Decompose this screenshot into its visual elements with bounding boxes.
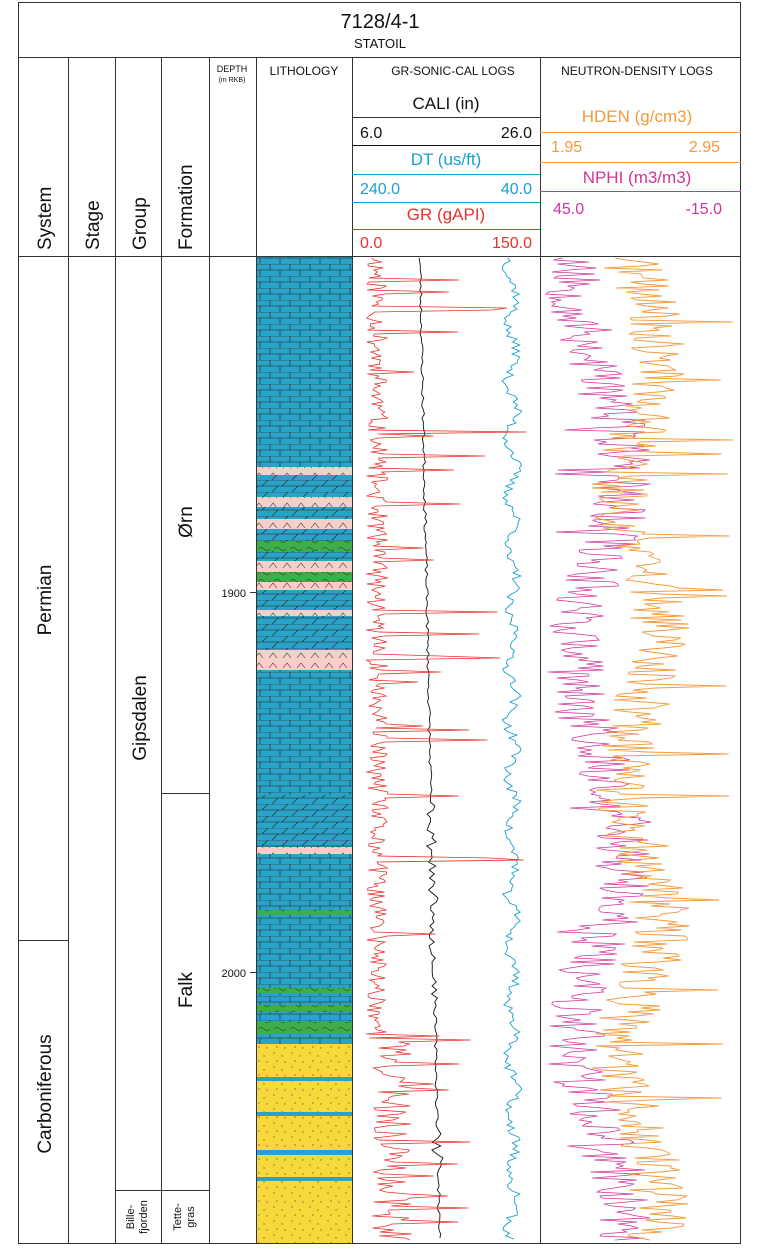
dolomite-bed (257, 475, 352, 497)
group-billefjorden-1: Bille- (125, 1204, 137, 1229)
cali-min: 6.0 (360, 125, 382, 142)
gr-label: GR (gAPI) (407, 205, 485, 224)
column-system: System (35, 187, 56, 250)
dolomite-bed (257, 529, 352, 541)
hden-label: HDEN (g/cm3) (582, 107, 693, 126)
depth-tick-1900: 1900 (222, 588, 246, 600)
formation-tettegras-2: gras (185, 1206, 197, 1228)
operator-name: STATOIL (354, 36, 406, 51)
dolomite-bed (257, 590, 352, 610)
dt-curve (501, 257, 523, 1240)
limestone-bed (257, 915, 352, 988)
nphi-max: -15.0 (686, 201, 723, 218)
lithology-column (257, 257, 352, 1243)
limestone-bed (257, 1112, 352, 1116)
column-depth-unit: (m RKB) (219, 77, 246, 84)
sandstone-bed (257, 1044, 352, 1077)
dolomite-bed (257, 551, 352, 561)
limestone-bed (257, 1034, 352, 1044)
shale-bed (257, 572, 352, 582)
sandstone-bed (257, 1116, 352, 1150)
cali-max: 26.0 (501, 125, 532, 142)
column-stage: Stage (83, 200, 104, 250)
formation-tettegras-1: Tette- (172, 1203, 184, 1231)
anhydrite-bed (257, 519, 352, 529)
column-gr-sonic: GR-SONIC-CAL LOGS (391, 64, 515, 78)
column-group: Group (130, 197, 151, 250)
header-log-dividers (352, 132, 741, 230)
cali-curve (418, 257, 444, 1239)
column-neutron-density: NEUTRON-DENSITY LOGS (561, 64, 713, 78)
limestone-bed (257, 993, 352, 1005)
anhydrite-bed (257, 610, 352, 616)
dt-min: 240.0 (360, 181, 400, 198)
column-depth: DEPTH (217, 64, 248, 74)
anhydrite-bed (257, 582, 352, 590)
gr-sonic-cal-track (366, 257, 527, 1241)
limestone-bed (257, 1150, 352, 1155)
nphi-min: 45.0 (553, 201, 584, 218)
anhydrite-bed (257, 467, 352, 475)
limestone-bed (257, 1012, 352, 1022)
shale-bed (257, 541, 352, 551)
anhydrite-bed (257, 497, 352, 507)
depth-tick-2000: 2000 (222, 968, 246, 980)
cali-label: CALI (in) (412, 94, 479, 113)
column-lithology: LITHOLOGY (270, 64, 339, 78)
neutron-density-track (544, 257, 734, 1241)
hden-max: 2.95 (689, 139, 720, 156)
limestone-bed (257, 670, 352, 795)
shale-bed (257, 1022, 352, 1034)
anhydrite-bed (257, 847, 352, 854)
anhydrite-bed (257, 650, 352, 670)
nphi-curve (544, 257, 652, 1241)
dolomite-bed (257, 795, 352, 847)
nphi-label: NPHI (m3/m3) (583, 168, 692, 187)
group-gipsdalen: Gipsdalen (130, 675, 151, 761)
dt-max: 40.0 (501, 181, 532, 198)
hden-curve (591, 257, 734, 1241)
anhydrite-bed (257, 561, 352, 572)
limestone-bed (257, 854, 352, 910)
formation-orn: Ørn (176, 506, 197, 538)
sandstone-bed (257, 1081, 352, 1112)
sandstone-bed (257, 1155, 352, 1177)
system-permian: Permian (35, 565, 56, 636)
column-formation: Formation (176, 164, 197, 250)
limestone-bed (257, 1077, 352, 1081)
group-billefjorden-2: fjorden (138, 1200, 150, 1234)
shale-bed (257, 910, 352, 915)
dt-label: DT (us/ft) (411, 150, 482, 169)
frame (18, 2, 741, 1244)
hden-min: 1.95 (551, 139, 582, 156)
limestone-bed (257, 1177, 352, 1181)
dolomite-bed (257, 616, 352, 650)
system-carboniferous: Carboniferous (35, 1034, 56, 1153)
dolomite-bed (257, 507, 352, 519)
gr-curve (366, 257, 527, 1241)
gr-max: 150.0 (492, 235, 532, 252)
sandstone-bed (257, 1181, 352, 1243)
shale-bed (257, 988, 352, 993)
formation-falk: Falk (176, 972, 197, 1008)
gr-min: 0.0 (360, 235, 382, 252)
limestone-bed (257, 257, 352, 467)
shale-bed (257, 1005, 352, 1012)
well-name: 7128/4-1 (341, 11, 420, 33)
depth-ticks: 1900 2000 (222, 588, 256, 980)
